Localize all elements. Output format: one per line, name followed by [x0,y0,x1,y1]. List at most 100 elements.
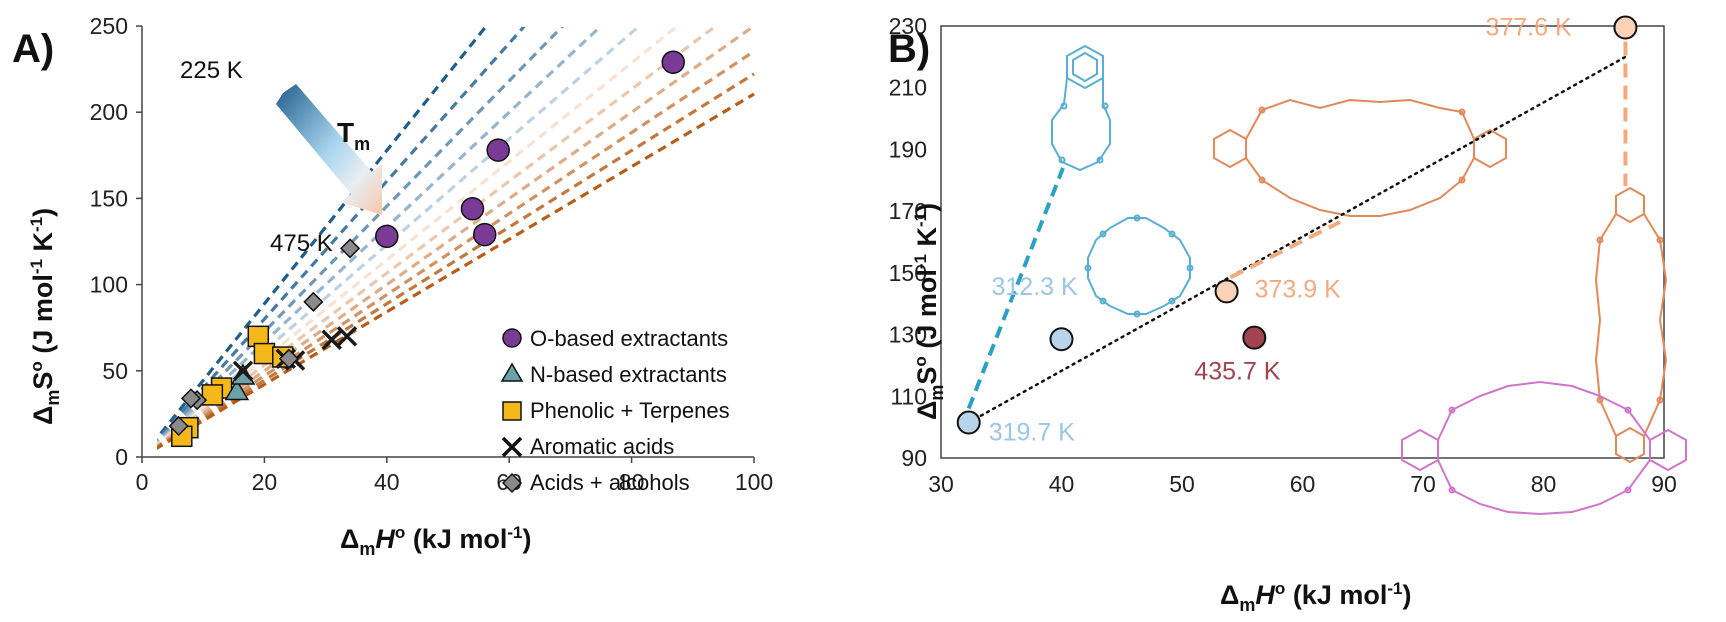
legend-phenolic-marker [502,401,522,421]
temperature-arrow [276,84,382,215]
legend-o-based-label: O-based extractants [530,326,728,351]
dibenzo-crown-structure-orange-vertical [1594,186,1668,464]
panel-b-frame [940,25,1665,459]
o-based-point [375,224,399,249]
panel-a-y-tick-label: 50 [102,358,128,384]
legend-phenolic-label: Phenolic + Terpenes [530,398,730,423]
panel-a-x-tick-label: 40 [374,469,400,495]
panel-b-data-points [956,15,1638,435]
aromatic-point [321,329,342,351]
panel-a-legend: O-based extractants N-based extractants … [500,326,730,495]
panel-b-point [956,410,981,435]
dibenzo-crown-structure-pink [1401,380,1687,516]
acids-point [180,388,202,409]
legend-n-based-label: N-based extractants [530,362,727,387]
isotherm-line [157,50,755,449]
panel-b-lines [966,41,1628,424]
panel-b-x-tick-label: 80 [1531,471,1557,497]
panel-b-y-tick-label: 210 [889,75,927,101]
panel-a-y-tick-label: 200 [90,99,128,125]
aromatic-stroke [232,360,254,382]
panel-b-y-tick-label: 110 [890,383,927,409]
legend-aromatic-marker [501,436,523,458]
acids-point [340,238,361,259]
temp-225-label: 225 K [180,57,243,84]
panel-a-xlabel: ΔmHo (kJ mol-1) [340,523,531,559]
panel-a-y-tick-label: 100 [90,272,128,298]
o-based-point [472,222,497,247]
panel-b-point-labels: 319.7 K 312.3 K 373.9 K 435.7 K 377.6 K [989,14,1572,447]
panel-a-data-points [168,50,685,448]
dibenzo-crown-structure-orange [1213,98,1507,217]
panel-a-x-tick-label: 100 [735,469,773,495]
panel-a-isotherm-lines [157,27,755,450]
panel-b-axes: 30 40 50 60 70 80 90 90 110 130 150 170 190 210 230 [889,13,1677,497]
legend-acids-marker [501,472,523,494]
panel-a-ylabel: ΔmSo (J mol-1 K-1) [27,208,63,425]
panel-b-x-tick-label: 60 [1290,471,1316,497]
panel-b-y-tick-label: 230 [889,13,927,39]
panel-b-y-tick-label: 150 [889,260,927,286]
panel-b-x-tick-label: 30 [928,471,954,497]
aromatic-point [336,326,358,347]
panel-b-point [1242,325,1267,350]
panel-a-x-tick-label: 0 [136,469,149,495]
panel-b-y-tick-label: 90 [901,445,927,471]
aromatic-point [232,360,254,382]
isotherm-line [157,27,755,449]
panel-a-y-tick-label: 150 [90,185,128,211]
isotherm-line [157,27,526,443]
aromatic-stroke [321,329,342,351]
panel-b-point [1214,279,1239,304]
orange-connector [1229,220,1341,280]
isotherm-line [157,92,755,450]
isotherm-line [157,27,603,446]
panel-a-x-tick-label: 20 [252,469,278,495]
legend-n-based-marker [500,362,524,382]
legend-o-based-marker [502,328,522,348]
panel-b-point [1049,327,1074,352]
panel-b-x-tick-label: 90 [1651,471,1677,497]
panel-b-xlabel: ΔmHo (kJ mol-1) [1220,579,1411,615]
o-based-point [460,196,485,221]
panel-b-point-label: 435.7 K [1194,358,1281,386]
panel-b-point-label: 312.3 K [992,273,1079,301]
legend-aromatic-label: Aromatic acids [530,434,674,459]
panel-b-y-tick-label: 190 [889,136,927,162]
legend-acids-label: Acids + alcohols [530,470,690,495]
panel-b-ylabel: ΔmSo (J mol-1 K-1) [911,203,947,420]
panel-a-label: A) [12,27,54,71]
aromatic-stroke [336,326,358,347]
isotherm-line [157,27,679,447]
phenolic-point [253,342,276,365]
panel-a-axes: 020406080100050100150200250 [90,13,774,495]
panel-b-x-tick-label: 70 [1410,471,1436,497]
acids-point [303,291,324,312]
panel-b-point-label: 319.7 K [989,419,1076,447]
acids-point [278,348,299,369]
phenolic-point [201,384,224,406]
trend-line [967,55,1627,424]
o-based-point [661,50,685,74]
panel-a-x-tick-label: 80 [619,469,645,495]
panel-a-y-tick-label: 0 [115,444,128,470]
panel-b-x-tick-label: 40 [1049,471,1075,497]
benzo-crown-structure-blue [1051,44,1111,172]
isotherm-line [157,27,565,444]
cyan-connector [966,167,1065,410]
panel-b-y-tick-label: 130 [889,322,927,348]
panel-b-point-label: 377.6 K [1485,14,1572,42]
panel-b-label: B) [888,27,930,71]
panel-a-y-tick-label: 250 [90,13,128,39]
crown-ether-structure-blue [1084,214,1194,318]
panel-b-x-tick-label: 50 [1169,471,1195,497]
panel-b-point-label: 373.9 K [1255,275,1342,303]
panel-b-point [1613,15,1638,40]
temp-475-label: 475 K [270,230,333,257]
o-based-point [486,138,510,162]
acids-point [168,415,189,437]
tm-label: Tm [337,117,370,154]
panel-b-y-tick-label: 170 [889,198,927,224]
